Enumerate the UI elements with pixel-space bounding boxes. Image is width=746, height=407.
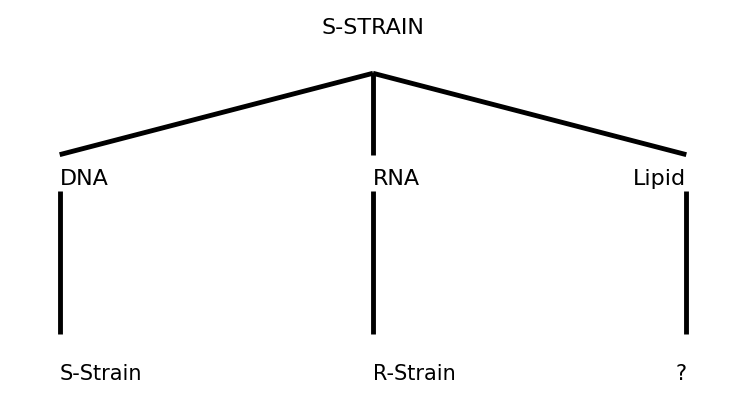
Text: RNA: RNA [373, 169, 420, 189]
Text: Lipid: Lipid [633, 169, 686, 189]
Text: R-Strain: R-Strain [373, 364, 456, 385]
Text: ?: ? [675, 364, 686, 385]
Text: S-STRAIN: S-STRAIN [322, 18, 424, 39]
Text: DNA: DNA [60, 169, 109, 189]
Text: S-Strain: S-Strain [60, 364, 142, 385]
